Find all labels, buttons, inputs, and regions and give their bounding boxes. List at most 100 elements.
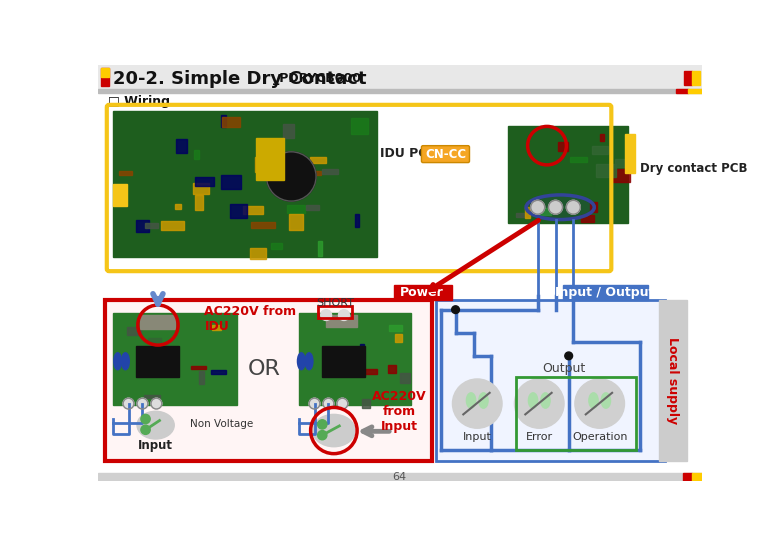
Bar — [101, 68, 109, 77]
Bar — [98, 65, 702, 90]
Circle shape — [323, 398, 334, 409]
Ellipse shape — [305, 353, 313, 370]
Bar — [136, 346, 179, 377]
Bar — [516, 213, 530, 217]
Bar — [283, 124, 293, 138]
Bar — [394, 285, 452, 300]
Circle shape — [575, 379, 625, 428]
Bar — [592, 146, 608, 154]
Bar — [676, 90, 688, 93]
Bar — [148, 339, 161, 342]
Circle shape — [515, 379, 564, 428]
Bar — [558, 141, 568, 151]
Bar — [140, 315, 175, 329]
Bar — [250, 247, 266, 259]
Text: 20-2. Simple Dry Contact: 20-2. Simple Dry Contact — [113, 70, 367, 87]
Text: AC220V
from
Input: AC220V from Input — [372, 390, 427, 433]
Bar — [193, 183, 209, 194]
Ellipse shape — [526, 195, 594, 220]
Bar — [692, 473, 702, 481]
Bar — [271, 243, 282, 249]
Bar — [318, 306, 353, 318]
Circle shape — [267, 152, 316, 201]
Bar — [310, 157, 326, 163]
Bar — [355, 214, 359, 227]
Bar — [322, 346, 365, 377]
Bar — [600, 134, 604, 141]
Bar — [509, 126, 629, 222]
Bar — [105, 300, 432, 461]
Ellipse shape — [122, 353, 129, 370]
Circle shape — [530, 200, 544, 214]
Bar — [194, 151, 200, 159]
Text: Power: Power — [400, 286, 444, 299]
Bar — [161, 221, 184, 230]
Text: IDU PCB: IDU PCB — [381, 147, 438, 160]
Ellipse shape — [466, 393, 476, 408]
Bar — [113, 111, 377, 257]
Bar — [212, 326, 221, 330]
Circle shape — [141, 414, 151, 423]
Bar — [175, 204, 181, 209]
Ellipse shape — [601, 393, 611, 408]
Bar — [222, 176, 241, 188]
Text: SHORT: SHORT — [317, 299, 354, 308]
Bar — [659, 300, 686, 461]
Text: □ Wiring: □ Wiring — [108, 95, 170, 108]
Ellipse shape — [589, 393, 598, 408]
Ellipse shape — [297, 353, 305, 370]
Circle shape — [452, 379, 502, 428]
Circle shape — [141, 425, 151, 434]
Text: Local supply: Local supply — [666, 337, 679, 424]
Bar — [306, 205, 319, 210]
Bar — [361, 399, 370, 408]
Bar — [350, 354, 355, 363]
Circle shape — [151, 398, 161, 409]
Bar — [191, 366, 206, 369]
Bar — [360, 344, 364, 354]
Bar — [596, 164, 616, 177]
Text: Dry contact PCB: Dry contact PCB — [640, 162, 747, 176]
Text: CN-CC: CN-CC — [425, 147, 466, 160]
Bar — [326, 315, 357, 327]
Bar — [533, 207, 551, 215]
Bar — [251, 222, 275, 228]
Bar — [395, 334, 402, 342]
Ellipse shape — [313, 414, 355, 447]
Bar — [136, 220, 149, 232]
Circle shape — [566, 200, 580, 214]
Bar — [682, 473, 692, 481]
Circle shape — [267, 152, 316, 201]
Bar — [113, 313, 237, 405]
Bar — [516, 377, 636, 450]
FancyBboxPatch shape — [421, 146, 470, 163]
Bar — [581, 215, 594, 221]
Text: 64: 64 — [392, 472, 407, 482]
Bar — [352, 118, 367, 134]
Text: OR: OR — [248, 359, 281, 379]
Text: Operation: Operation — [572, 433, 627, 442]
Text: Input / Output: Input / Output — [555, 286, 655, 299]
Bar — [318, 241, 322, 256]
Bar — [101, 68, 109, 86]
Circle shape — [309, 398, 320, 409]
Circle shape — [123, 398, 134, 409]
Bar — [388, 365, 395, 373]
Bar — [243, 206, 264, 214]
Bar — [211, 369, 225, 374]
Circle shape — [137, 398, 148, 409]
Text: Error: Error — [526, 433, 553, 442]
Bar — [299, 313, 411, 405]
Ellipse shape — [479, 393, 488, 408]
Bar — [144, 395, 160, 397]
Bar — [195, 195, 203, 211]
Circle shape — [452, 306, 459, 314]
Circle shape — [565, 352, 573, 360]
Text: Input: Input — [138, 440, 173, 453]
Bar — [199, 371, 204, 384]
Bar — [119, 172, 132, 174]
Bar — [255, 157, 264, 172]
Bar — [436, 300, 665, 461]
Bar — [98, 473, 702, 481]
Bar — [615, 159, 630, 167]
